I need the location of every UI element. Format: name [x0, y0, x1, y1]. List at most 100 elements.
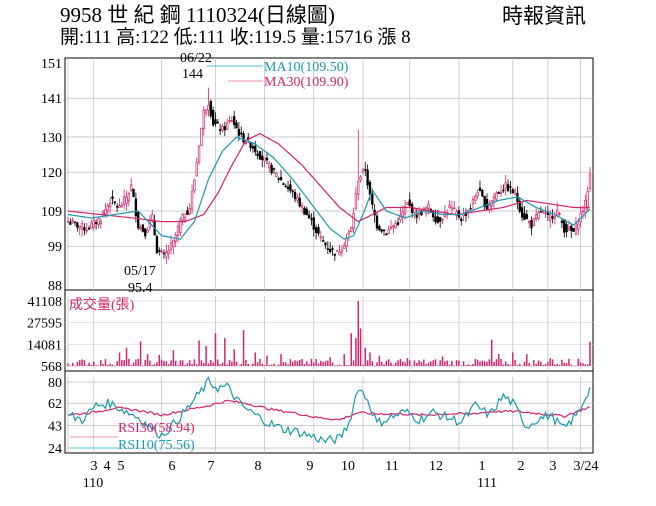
candle-body [375, 215, 379, 229]
axis-ticks: 8899109120130141151568140812759541108244… [27, 57, 598, 491]
candle-body [359, 176, 362, 181]
candle-body [581, 210, 585, 213]
volume-bar [439, 360, 441, 366]
candle-body [474, 195, 477, 201]
annotation-high-date: 06/22 [180, 51, 212, 66]
volume-bar [179, 360, 182, 366]
candle-body [389, 226, 393, 229]
volume-bar [434, 359, 437, 366]
volume-bar [458, 360, 460, 366]
volume-bar [149, 360, 151, 366]
volume-bar [296, 360, 299, 366]
candle-body [584, 200, 587, 214]
volume-bar [71, 362, 74, 366]
candle-body [317, 226, 320, 234]
candle-body [193, 179, 196, 191]
volume-bar [90, 364, 93, 366]
candle-body [181, 213, 184, 221]
candle-body [392, 225, 395, 228]
volume-bar [97, 365, 100, 366]
volume-bar [540, 361, 542, 366]
volume-bar [352, 360, 355, 366]
candle-body [336, 250, 339, 252]
candle-body [211, 110, 215, 126]
candlesticks [66, 87, 592, 265]
volume-bar [455, 360, 458, 366]
volume-bar [565, 363, 568, 366]
volume-bar [563, 362, 566, 366]
candle-body [123, 196, 126, 205]
candle-body [333, 253, 337, 256]
volume-bar [139, 341, 142, 366]
candle-body [572, 227, 575, 232]
volume-bar [191, 363, 193, 366]
volume-bar [287, 364, 289, 366]
volume-bar [224, 338, 226, 366]
candle-body [539, 210, 543, 213]
candle-body [394, 223, 397, 229]
candle-body [289, 184, 292, 191]
candle-body [275, 172, 278, 177]
candle-body [551, 216, 554, 219]
candle-body [354, 193, 358, 209]
candle-body [495, 192, 498, 200]
candle-body [504, 182, 507, 189]
candle-body [71, 220, 74, 223]
candle-body [347, 231, 351, 235]
candle-body [455, 211, 458, 217]
candle-body [460, 218, 463, 222]
volume-bar [270, 364, 273, 366]
candle-body [420, 210, 423, 216]
rsi30-line [67, 399, 591, 421]
x-tick-label: 3 [550, 459, 557, 474]
candle-body [162, 252, 166, 255]
candle-body [190, 191, 194, 210]
candle-body [286, 186, 290, 190]
volume-bar [280, 354, 282, 366]
candle-body [188, 207, 191, 215]
candle-body [305, 208, 308, 216]
volume-bar [425, 364, 427, 366]
volume-bar [535, 363, 537, 366]
x-tick-label: 2 [518, 459, 525, 474]
candle-body [307, 214, 311, 219]
volume-bar [551, 359, 554, 366]
volume-bar [416, 362, 418, 366]
candle-body [130, 184, 133, 191]
volume-bar [221, 362, 224, 366]
volume-bar [378, 355, 381, 366]
volume-bar [359, 328, 362, 366]
candle-body [261, 155, 264, 161]
candle-body [338, 251, 341, 256]
candle-body [80, 222, 84, 230]
candle-body [296, 197, 299, 201]
x-tick-label: 4 [104, 459, 111, 474]
candle-body [202, 110, 205, 129]
volume-bar [371, 361, 374, 366]
candle-body [357, 181, 360, 195]
volume-bar [519, 363, 521, 366]
candle-body [329, 248, 332, 253]
volume-bar [430, 361, 432, 366]
volume-bar [542, 364, 544, 366]
price-tick-label: 88 [48, 279, 62, 294]
volume-bar [411, 365, 413, 367]
candle-body [87, 227, 91, 230]
volume-bar [331, 362, 334, 366]
candle-body [476, 192, 479, 197]
volume-bar [294, 360, 296, 366]
volume-bar [476, 359, 479, 366]
candle-body [237, 128, 241, 136]
annotation-low-value: 95.4 [128, 281, 153, 296]
candle-body [448, 205, 451, 209]
candle-body [221, 125, 224, 131]
candle-body [577, 223, 580, 230]
candle-body [85, 229, 88, 232]
volume-bar [577, 358, 580, 366]
volume-bar [474, 358, 477, 366]
candle-body [434, 216, 437, 223]
candle-body [324, 242, 327, 246]
volume-bar [107, 364, 109, 366]
volume-bar [188, 360, 191, 366]
x-tick-label: 6 [169, 459, 176, 474]
